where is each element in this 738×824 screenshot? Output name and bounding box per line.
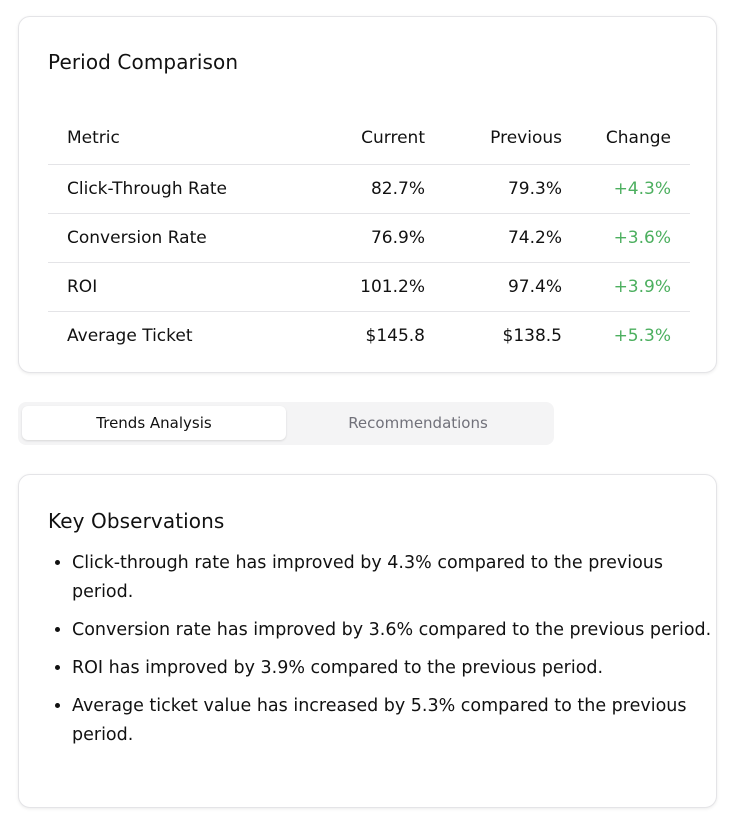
key-observations-card: Key Observations Click-through rate has … xyxy=(18,474,717,808)
tab-trends-analysis[interactable]: Trends Analysis xyxy=(22,406,286,440)
current-value: 76.9% xyxy=(297,213,425,263)
list-item: ROI has improved by 3.9% compared to the… xyxy=(72,654,717,683)
period-comparison-card: Period Comparison Metric Current Previou… xyxy=(18,16,717,373)
change-value: +3.6% xyxy=(562,213,690,263)
analysis-tabs: Trends Analysis Recommendations xyxy=(18,402,554,445)
comparison-table: Metric Current Previous Change Click-Thr… xyxy=(48,111,690,360)
list-item: Average ticket value has increased by 5.… xyxy=(72,692,717,750)
header-change: Change xyxy=(562,111,690,165)
table-row: Conversion Rate 76.9% 74.2% +3.6% xyxy=(48,213,690,263)
change-value: +4.3% xyxy=(562,164,690,214)
period-comparison-title: Period Comparison xyxy=(48,50,239,74)
table-header-row: Metric Current Previous Change xyxy=(48,111,690,165)
previous-value: 97.4% xyxy=(425,262,562,312)
change-value: +5.3% xyxy=(613,326,671,346)
previous-value: $138.5 xyxy=(502,326,562,346)
table-row: Average Ticket $145.8 $138.5 +5.3% xyxy=(48,312,690,361)
current-value: $145.8 xyxy=(365,326,425,346)
metric-name: ROI xyxy=(48,262,297,312)
change-value: +3.9% xyxy=(562,262,690,312)
current-value: 82.7% xyxy=(297,164,425,214)
table-row: Click-Through Rate 82.7% 79.3% +4.3% xyxy=(48,164,690,214)
list-item: Click-through rate has improved by 4.3% … xyxy=(72,549,717,607)
previous-value: 79.3% xyxy=(425,164,562,214)
header-current: Current xyxy=(297,111,425,165)
header-metric: Metric xyxy=(48,111,297,165)
current-value: 101.2% xyxy=(297,262,425,312)
metric-name: Conversion Rate xyxy=(48,213,297,263)
key-observations-title: Key Observations xyxy=(48,509,225,533)
header-previous: Previous xyxy=(425,111,562,165)
list-item: Conversion rate has improved by 3.6% com… xyxy=(72,616,717,645)
table-row: ROI 101.2% 97.4% +3.9% xyxy=(48,262,690,312)
tab-recommendations[interactable]: Recommendations xyxy=(348,414,488,432)
metric-name: Average Ticket xyxy=(67,326,193,346)
metric-name: Click-Through Rate xyxy=(48,164,297,214)
previous-value: 74.2% xyxy=(425,213,562,263)
observations-list: Click-through rate has improved by 4.3% … xyxy=(48,549,717,759)
